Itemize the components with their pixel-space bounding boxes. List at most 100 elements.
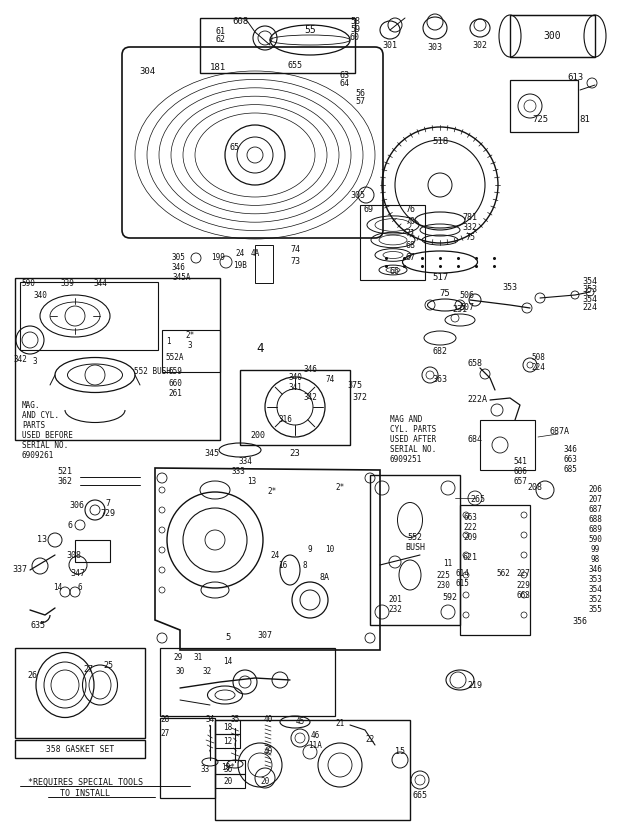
Bar [480,420,535,470]
Text: 209: 209 [463,533,477,542]
Text: 14: 14 [53,583,63,592]
Text: 6: 6 [78,583,82,592]
Text: 33: 33 [200,765,210,775]
Text: 31: 31 [193,653,203,662]
Bar [360,205,425,280]
Text: 19B: 19B [233,260,247,270]
Text: 69: 69 [363,206,373,215]
Text: 353: 353 [502,284,518,293]
Text: 75: 75 [440,290,450,299]
Text: 621: 621 [463,553,477,562]
Text: 562: 562 [496,568,510,577]
Text: 10: 10 [326,546,335,554]
Text: 372: 372 [353,394,368,403]
Bar [75,540,110,562]
Text: 5: 5 [225,633,231,642]
Text: 354: 354 [588,586,602,595]
Text: 300: 300 [543,31,561,41]
Text: 68: 68 [405,241,415,250]
Text: 342: 342 [13,355,27,364]
Text: 1: 1 [166,338,171,346]
Text: 231: 231 [453,305,467,314]
Text: 592: 592 [443,593,458,602]
Bar [215,734,240,748]
Text: 375: 375 [347,380,363,389]
Bar [460,505,530,635]
Text: 20: 20 [223,776,232,785]
Text: 22: 22 [365,735,374,745]
Text: 303: 303 [428,43,443,52]
Text: BUSH: BUSH [405,542,425,552]
Text: 26: 26 [27,671,37,681]
Text: 4A: 4A [250,249,260,257]
Text: 14: 14 [223,657,232,666]
Text: 685: 685 [563,465,577,474]
Text: 55: 55 [304,25,316,35]
Text: 7: 7 [105,498,110,508]
Text: 40: 40 [264,716,273,725]
Text: *REQUIRES SPECIAL TOOLS: *REQUIRES SPECIAL TOOLS [27,777,143,786]
Text: 339: 339 [60,279,74,288]
Text: 219: 219 [467,681,482,690]
Text: 657: 657 [513,478,527,487]
Text: 353: 353 [583,285,598,295]
Text: 13: 13 [37,536,47,544]
Text: 347: 347 [71,569,86,578]
Bar [15,278,220,440]
Text: 306: 306 [69,501,84,509]
Text: 3: 3 [188,340,192,349]
Text: 3: 3 [33,358,37,367]
Text: 208: 208 [528,483,542,492]
Text: 613: 613 [567,73,583,82]
Text: 337: 337 [12,566,27,575]
Text: 8A: 8A [320,573,330,582]
Text: 663: 663 [463,513,477,522]
Text: 57: 57 [355,97,365,106]
Text: 56: 56 [355,88,365,97]
Text: 76: 76 [405,206,415,215]
Text: 20: 20 [260,776,270,785]
Text: 13: 13 [247,478,257,487]
Text: 35: 35 [231,716,239,725]
Text: 688: 688 [588,516,602,524]
Bar [255,245,273,283]
Text: 345: 345 [205,448,219,458]
Text: 517: 517 [432,274,448,283]
Bar [370,475,460,625]
Text: 552: 552 [407,532,422,542]
Text: 635: 635 [30,621,45,630]
Text: 308: 308 [66,551,81,559]
Bar [240,370,350,445]
Bar [15,648,145,738]
Text: 552A: 552A [166,354,184,363]
Text: 341: 341 [288,384,302,393]
Text: 16: 16 [278,561,288,569]
Text: 4: 4 [256,341,264,354]
Text: 99: 99 [590,546,600,554]
Text: 64: 64 [340,80,350,88]
Bar [162,330,220,372]
Text: 222: 222 [463,523,477,532]
Text: 30: 30 [175,667,185,676]
Bar [215,774,245,788]
Text: 62: 62 [215,36,225,44]
Text: 507: 507 [459,304,474,313]
Text: 615: 615 [455,578,469,587]
Text: CYL. PARTS: CYL. PARTS [390,425,436,434]
Text: 353: 353 [588,576,602,585]
Text: 333: 333 [231,468,245,477]
Text: TO INSTALL: TO INSTALL [60,790,110,799]
Text: 206: 206 [588,486,602,494]
Text: 24: 24 [270,551,280,559]
Bar [15,740,145,758]
Text: 659: 659 [168,368,182,377]
Text: 81: 81 [580,116,590,125]
Text: USED BEFORE: USED BEFORE [22,430,73,439]
Text: 45: 45 [295,717,304,726]
Text: 66: 66 [390,268,400,276]
Text: 227: 227 [516,568,530,577]
Text: 346: 346 [588,566,602,575]
Bar [510,15,595,57]
Text: 342: 342 [303,394,317,403]
Text: SERIAL NO.: SERIAL NO. [390,445,436,454]
